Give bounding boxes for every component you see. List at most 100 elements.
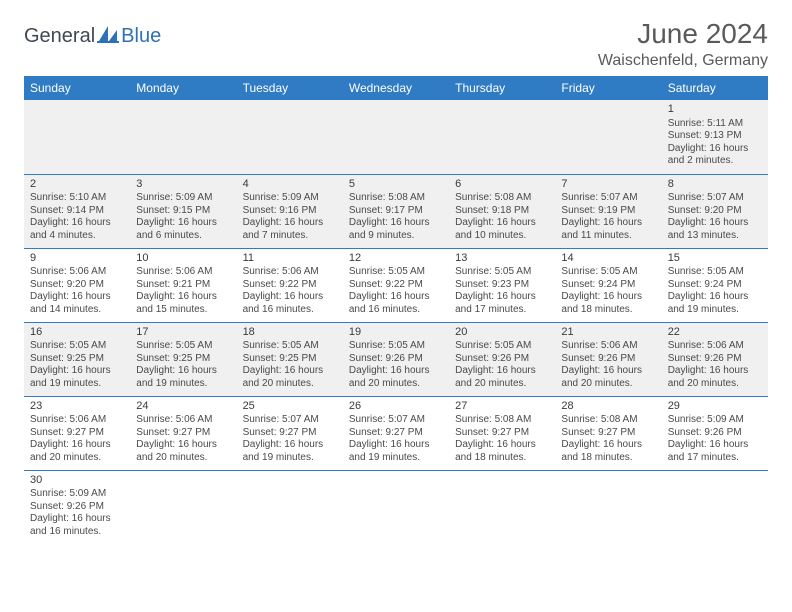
sunrise-line: Sunrise: 5:08 AM — [349, 192, 443, 205]
daylight-line: Daylight: 16 hours and 9 minutes. — [349, 217, 443, 242]
day-number: 21 — [561, 326, 655, 340]
day-number: 29 — [668, 400, 762, 414]
calendar-week: 16Sunrise: 5:05 AMSunset: 9:25 PMDayligh… — [24, 322, 768, 396]
logo: General Blue — [24, 18, 161, 49]
sunrise-line: Sunrise: 5:05 AM — [349, 266, 443, 279]
daylight-line: Daylight: 16 hours and 20 minutes. — [455, 365, 549, 390]
day-number: 27 — [455, 400, 549, 414]
sunset-line: Sunset: 9:26 PM — [668, 353, 762, 366]
sunrise-line: Sunrise: 5:05 AM — [30, 340, 124, 353]
sunrise-line: Sunrise: 5:06 AM — [243, 266, 337, 279]
day-number: 16 — [30, 326, 124, 340]
day-number: 18 — [243, 326, 337, 340]
daylight-line: Daylight: 16 hours and 19 minutes. — [30, 365, 124, 390]
daylight-line: Daylight: 16 hours and 20 minutes. — [668, 365, 762, 390]
daylight-line: Daylight: 16 hours and 16 minutes. — [30, 513, 124, 538]
sunrise-line: Sunrise: 5:09 AM — [30, 488, 124, 501]
calendar-empty — [449, 100, 555, 174]
calendar-empty — [343, 100, 449, 174]
day-number: 28 — [561, 400, 655, 414]
daylight-line: Daylight: 16 hours and 18 minutes. — [561, 439, 655, 464]
day-number: 9 — [30, 252, 124, 266]
daylight-line: Daylight: 16 hours and 11 minutes. — [561, 217, 655, 242]
sunset-line: Sunset: 9:20 PM — [30, 279, 124, 292]
sunset-line: Sunset: 9:13 PM — [668, 130, 762, 143]
calendar-day: 19Sunrise: 5:05 AMSunset: 9:26 PMDayligh… — [343, 322, 449, 396]
weekday-header: Saturday — [662, 76, 768, 100]
day-number: 7 — [561, 178, 655, 192]
sunrise-line: Sunrise: 5:05 AM — [668, 266, 762, 279]
weekday-header: Thursday — [449, 76, 555, 100]
day-number: 25 — [243, 400, 337, 414]
sunset-line: Sunset: 9:27 PM — [561, 427, 655, 440]
calendar-day: 1Sunrise: 5:11 AMSunset: 9:13 PMDaylight… — [662, 100, 768, 174]
calendar-week: 2Sunrise: 5:10 AMSunset: 9:14 PMDaylight… — [24, 174, 768, 248]
calendar-day: 16Sunrise: 5:05 AMSunset: 9:25 PMDayligh… — [24, 322, 130, 396]
calendar-day: 17Sunrise: 5:05 AMSunset: 9:25 PMDayligh… — [130, 322, 236, 396]
calendar-table: SundayMondayTuesdayWednesdayThursdayFrid… — [24, 76, 768, 544]
calendar-empty — [662, 470, 768, 544]
weekday-header: Wednesday — [343, 76, 449, 100]
calendar-day: 29Sunrise: 5:09 AMSunset: 9:26 PMDayligh… — [662, 396, 768, 470]
sunset-line: Sunset: 9:18 PM — [455, 205, 549, 218]
calendar-empty — [237, 100, 343, 174]
day-number: 3 — [136, 178, 230, 192]
calendar-day: 9Sunrise: 5:06 AMSunset: 9:20 PMDaylight… — [24, 248, 130, 322]
sunrise-line: Sunrise: 5:06 AM — [668, 340, 762, 353]
daylight-line: Daylight: 16 hours and 14 minutes. — [30, 291, 124, 316]
calendar-day: 22Sunrise: 5:06 AMSunset: 9:26 PMDayligh… — [662, 322, 768, 396]
sunset-line: Sunset: 9:20 PM — [668, 205, 762, 218]
daylight-line: Daylight: 16 hours and 19 minutes. — [668, 291, 762, 316]
sunrise-line: Sunrise: 5:05 AM — [561, 266, 655, 279]
day-number: 13 — [455, 252, 549, 266]
calendar-day: 7Sunrise: 5:07 AMSunset: 9:19 PMDaylight… — [555, 174, 661, 248]
calendar-day: 21Sunrise: 5:06 AMSunset: 9:26 PMDayligh… — [555, 322, 661, 396]
day-number: 11 — [243, 252, 337, 266]
calendar-day: 18Sunrise: 5:05 AMSunset: 9:25 PMDayligh… — [237, 322, 343, 396]
daylight-line: Daylight: 16 hours and 10 minutes. — [455, 217, 549, 242]
sunset-line: Sunset: 9:27 PM — [30, 427, 124, 440]
day-number: 1 — [668, 103, 762, 117]
calendar-day: 15Sunrise: 5:05 AMSunset: 9:24 PMDayligh… — [662, 248, 768, 322]
calendar-week: 23Sunrise: 5:06 AMSunset: 9:27 PMDayligh… — [24, 396, 768, 470]
calendar-day: 5Sunrise: 5:08 AMSunset: 9:17 PMDaylight… — [343, 174, 449, 248]
calendar-day: 28Sunrise: 5:08 AMSunset: 9:27 PMDayligh… — [555, 396, 661, 470]
day-number: 12 — [349, 252, 443, 266]
logo-sail-icon — [97, 24, 119, 49]
title-block: June 2024 Waischenfeld, Germany — [598, 18, 768, 70]
sunrise-line: Sunrise: 5:09 AM — [243, 192, 337, 205]
calendar-day: 24Sunrise: 5:06 AMSunset: 9:27 PMDayligh… — [130, 396, 236, 470]
calendar-day: 26Sunrise: 5:07 AMSunset: 9:27 PMDayligh… — [343, 396, 449, 470]
day-number: 26 — [349, 400, 443, 414]
calendar-week: 9Sunrise: 5:06 AMSunset: 9:20 PMDaylight… — [24, 248, 768, 322]
sunset-line: Sunset: 9:17 PM — [349, 205, 443, 218]
calendar-empty — [555, 470, 661, 544]
daylight-line: Daylight: 16 hours and 16 minutes. — [349, 291, 443, 316]
sunset-line: Sunset: 9:21 PM — [136, 279, 230, 292]
sunrise-line: Sunrise: 5:07 AM — [668, 192, 762, 205]
day-number: 23 — [30, 400, 124, 414]
daylight-line: Daylight: 16 hours and 20 minutes. — [243, 365, 337, 390]
sunrise-line: Sunrise: 5:06 AM — [30, 414, 124, 427]
sunset-line: Sunset: 9:19 PM — [561, 205, 655, 218]
sunset-line: Sunset: 9:25 PM — [243, 353, 337, 366]
calendar-day: 3Sunrise: 5:09 AMSunset: 9:15 PMDaylight… — [130, 174, 236, 248]
calendar-empty — [237, 470, 343, 544]
day-number: 10 — [136, 252, 230, 266]
day-number: 17 — [136, 326, 230, 340]
weekday-header: Sunday — [24, 76, 130, 100]
sunrise-line: Sunrise: 5:06 AM — [30, 266, 124, 279]
calendar-day: 6Sunrise: 5:08 AMSunset: 9:18 PMDaylight… — [449, 174, 555, 248]
calendar-week: 30Sunrise: 5:09 AMSunset: 9:26 PMDayligh… — [24, 470, 768, 544]
sunset-line: Sunset: 9:27 PM — [136, 427, 230, 440]
sunset-line: Sunset: 9:27 PM — [455, 427, 549, 440]
month-title: June 2024 — [598, 18, 768, 50]
weekday-header: Tuesday — [237, 76, 343, 100]
sunset-line: Sunset: 9:26 PM — [455, 353, 549, 366]
sunset-line: Sunset: 9:26 PM — [668, 427, 762, 440]
day-number: 22 — [668, 326, 762, 340]
calendar-empty — [130, 470, 236, 544]
sunrise-line: Sunrise: 5:08 AM — [455, 192, 549, 205]
calendar-day: 14Sunrise: 5:05 AMSunset: 9:24 PMDayligh… — [555, 248, 661, 322]
sunset-line: Sunset: 9:27 PM — [243, 427, 337, 440]
